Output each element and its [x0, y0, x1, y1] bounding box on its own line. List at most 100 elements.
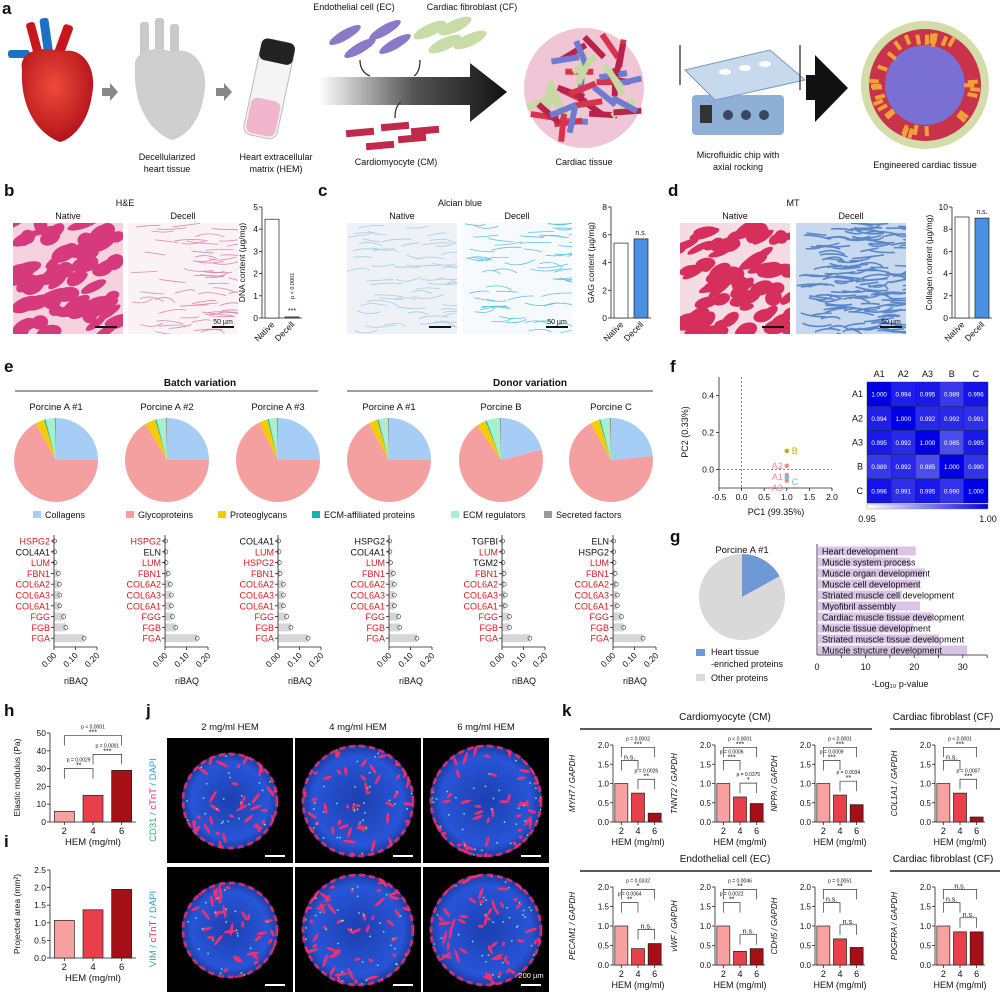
tissue-fiber — [200, 272, 229, 277]
tissue-fiber — [191, 300, 216, 305]
bar — [818, 590, 903, 600]
tissue-fiber — [860, 223, 889, 226]
curved-arrow-icon — [359, 59, 371, 77]
protein-label: LUM — [31, 558, 50, 568]
tissue-fiber — [383, 323, 406, 327]
green-signal — [323, 785, 325, 788]
ctnt-signal — [454, 949, 460, 963]
pie-slice — [600, 418, 611, 460]
tissue-fiber — [519, 241, 552, 244]
protein-label: FGG — [255, 612, 275, 622]
y-tick-label: 2 — [602, 285, 607, 295]
channel-name: / — [148, 810, 159, 818]
tissue-fiber — [863, 273, 890, 278]
green-signal — [342, 919, 344, 922]
tissue-fiber — [40, 228, 61, 246]
tissue-fiber — [834, 276, 865, 283]
tissue-fiber — [23, 294, 51, 311]
data-point — [502, 603, 508, 609]
x-tick-label: 0 — [814, 662, 819, 672]
scale-bar — [95, 326, 117, 328]
tissue-fiber — [912, 124, 919, 136]
heatmap-cell-value: 1.000 — [944, 464, 960, 471]
protein-label: TGFBI — [472, 537, 499, 547]
tissue-fiber — [969, 86, 981, 92]
row-label: A2 — [852, 413, 863, 423]
green-signal — [492, 921, 495, 924]
chip-well — [719, 69, 731, 75]
green-signal — [463, 844, 466, 847]
tissue-fiber — [481, 305, 510, 308]
data-point — [55, 571, 61, 576]
tissue-fiber — [747, 262, 774, 274]
bar — [633, 238, 649, 319]
legend-label: Heart tissue — [711, 647, 759, 657]
bar — [818, 579, 921, 589]
scale-bar — [393, 984, 413, 986]
ctnt-signal — [517, 828, 523, 832]
tissue-fiber — [541, 292, 572, 297]
bar — [111, 770, 133, 823]
vessel — [8, 50, 30, 58]
pie-slice — [389, 418, 431, 460]
ctnt-signal — [209, 804, 221, 812]
green-signal — [498, 789, 501, 792]
ctnt-signal — [218, 895, 222, 904]
tissue-fiber — [365, 279, 394, 282]
significance-label: *** — [634, 741, 642, 748]
bar — [278, 612, 287, 621]
heatmap-cell-value: 0.985 — [944, 440, 960, 447]
p-value-label: p = 0.0026 — [634, 768, 658, 774]
tissue-fiber — [450, 279, 457, 283]
green-signal — [366, 787, 369, 790]
significance-bracket — [63, 735, 123, 746]
significance-bracket — [620, 888, 656, 900]
ctnt-signal — [487, 907, 493, 915]
panel-letter: d — [668, 181, 678, 200]
y-tick-label: 0.5 — [920, 799, 932, 808]
column-label: A1 — [874, 369, 885, 379]
tissue-fiber — [842, 290, 866, 293]
green-signal — [237, 935, 239, 937]
tissue-fiber — [958, 109, 969, 120]
tissue-fiber — [721, 311, 739, 328]
protein-label: FGB — [479, 623, 498, 633]
significance-bracket — [722, 902, 741, 913]
green-signal — [530, 944, 533, 947]
tissue-fiber — [213, 261, 238, 265]
heart-protein-pie: Porcine A #1 Heart tissue -enriched protei… — [696, 545, 786, 683]
green-signal — [325, 928, 328, 931]
bar — [969, 931, 984, 966]
ctnt-signal — [386, 801, 395, 807]
tissue-fiber — [81, 279, 107, 295]
x-axis-label: HEM (mg/ml) — [934, 837, 987, 847]
y-tick-label: 2 — [253, 269, 258, 279]
heatmap-cell-value: 0.996 — [968, 392, 984, 399]
scale-bar — [521, 855, 541, 857]
ctnt-signal — [223, 929, 238, 934]
panel-letter: h — [4, 701, 14, 720]
tissue-fiber — [467, 257, 490, 261]
ctnt-signal — [215, 831, 221, 835]
legend-item: Secreted factors — [544, 510, 622, 520]
ctnt-signal — [533, 939, 538, 945]
y-tick-label: 0.0 — [598, 818, 610, 827]
bar — [278, 580, 284, 589]
ctnt-signal — [488, 772, 498, 777]
pie-slice — [590, 419, 611, 460]
p-value-label: p = 0.0046 — [728, 878, 752, 884]
tissue-fiber — [526, 94, 555, 111]
protein-label: FBN1 — [475, 569, 498, 579]
green-signal — [263, 823, 266, 826]
green-signal — [526, 834, 529, 837]
green-signal — [358, 912, 360, 914]
green-signal — [368, 785, 371, 788]
tissue-fiber — [421, 242, 452, 246]
ctnt-signal — [490, 941, 498, 948]
native-histology-image — [13, 223, 123, 334]
significance-label: n.s. — [946, 754, 957, 761]
tissue-fiber — [819, 253, 848, 258]
y-tick-label: 6 — [943, 246, 948, 256]
tissue-fiber — [900, 227, 906, 231]
heatmap-cell-value: 0.991 — [968, 416, 984, 423]
